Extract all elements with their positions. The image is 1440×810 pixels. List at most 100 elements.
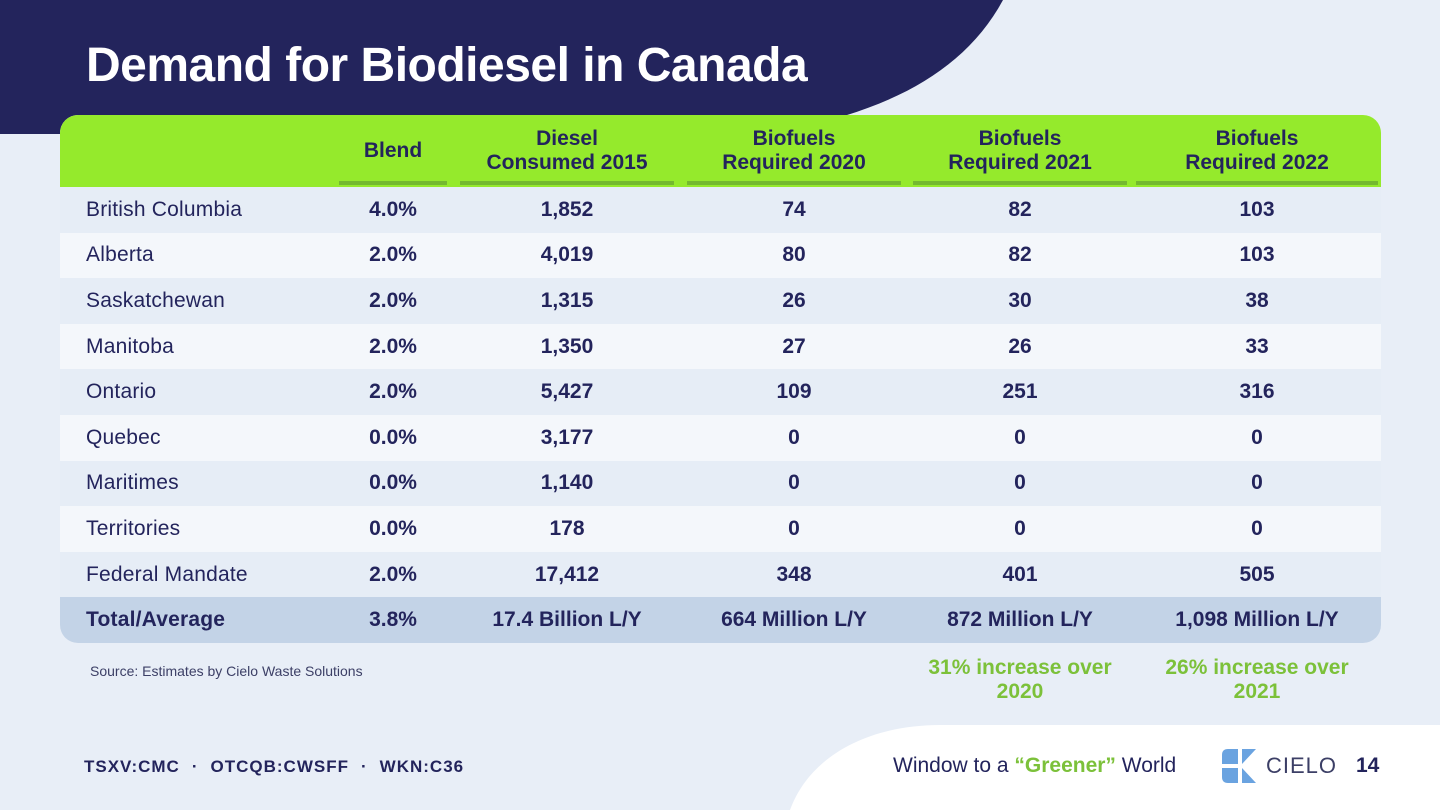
header-biofuels-required-2021: Biofuels Required 2021: [948, 127, 1092, 174]
biofuels-required-2020-cell: 74: [782, 197, 806, 221]
region-name-cell: Ontario: [86, 380, 157, 404]
biofuels-required-2021-cell: 0: [1014, 425, 1026, 449]
diesel-consumed-2015-cell: 4,019: [540, 243, 594, 267]
header-underline: [460, 181, 674, 185]
blend-cell: 2.0%: [369, 334, 417, 358]
blend-cell: 2.0%: [369, 288, 417, 312]
tagline-pre: Window to a: [893, 754, 1015, 777]
diesel-consumed-2015-cell: 1,140: [540, 471, 594, 495]
logo-text: CIELO: [1266, 753, 1338, 778]
navy-header-shape: [0, 0, 1003, 134]
diesel-consumed-2015-cell: 17,412: [534, 562, 600, 586]
region-name-cell: Territories: [86, 516, 181, 540]
blend-cell: 2.0%: [369, 380, 417, 404]
blend-cell: 3.8%: [369, 608, 417, 632]
ticker-otcqb: OTCQB:CWSFF: [210, 757, 349, 776]
diesel-consumed-2015-cell: 17.4 Billion L/Y: [492, 608, 642, 632]
biofuels-required-2020-cell: 26: [782, 288, 806, 312]
table-row: Territories 0.0% 178 0 0 0: [60, 506, 1381, 552]
biofuels-required-2020-cell: 0: [788, 425, 800, 449]
biofuels-required-2021-cell: 82: [1008, 197, 1032, 221]
table-row: Manitoba 2.0% 1,350 27 26 33: [60, 323, 1381, 370]
blend-cell: 0.0%: [369, 425, 417, 449]
ticker-tsxv: TSXV:CMC: [84, 757, 180, 776]
blend-cell: 2.0%: [369, 243, 417, 267]
region-name-cell: British Columbia: [86, 197, 243, 221]
header-underline: [913, 181, 1127, 185]
cielo-logo-icon: [1222, 749, 1256, 783]
biofuels-required-2021-cell: 401: [1002, 562, 1038, 586]
biofuels-required-2022-cell: 0: [1251, 516, 1263, 540]
tagline-post: World: [1115, 754, 1177, 777]
ticker-wkn: WKN:C36: [379, 757, 465, 776]
tagline: Window to a “Greener” World: [893, 754, 1176, 778]
header-underline: [687, 181, 901, 185]
biofuels-required-2022-cell: 33: [1245, 334, 1269, 358]
diesel-consumed-2015-cell: 1,852: [540, 197, 594, 221]
header-biofuels-required-2020: Biofuels Required 2020: [722, 127, 866, 174]
blend-cell: 0.0%: [369, 516, 417, 540]
blend-cell: 0.0%: [369, 471, 417, 495]
table-header: Blend Diesel Consumed 2015 Biofuels Requir…: [60, 115, 1381, 187]
biofuels-required-2020-cell: 27: [782, 334, 806, 358]
biofuels-required-2021-cell: 82: [1008, 243, 1032, 267]
stock-tickers: TSXV:CMC · OTCQB:CWSFF · WKN:C36: [84, 757, 465, 776]
tagline-highlight: “Greener”: [1014, 754, 1116, 777]
table-row: Saskatchewan 2.0% 1,315 26 30 38: [60, 278, 1381, 324]
total-row: Total/Average 3.8% 17.4 Billion L/Y 664 Mil…: [60, 597, 1381, 643]
biofuels-required-2021-cell: 872 Million L/Y: [947, 608, 1093, 632]
region-name-cell: Maritimes: [86, 471, 179, 495]
region-name-cell: Alberta: [86, 243, 154, 267]
biofuels-required-2021-cell: 26: [1008, 334, 1032, 358]
page-title: Demand for Biodiesel in Canada: [86, 39, 808, 92]
region-name-cell: Saskatchewan: [86, 288, 225, 312]
biofuels-required-2022-cell: 38: [1245, 288, 1269, 312]
diesel-consumed-2015-cell: 3,177: [540, 425, 594, 449]
blend-cell: 4.0%: [369, 197, 417, 221]
table-row: Maritimes 0.0% 1,140 0 0 0: [60, 460, 1381, 507]
diesel-consumed-2015-cell: 1,315: [540, 288, 594, 312]
biodiesel-demand-table: Blend Diesel Consumed 2015 Biofuels Requir…: [60, 115, 1381, 643]
biofuels-required-2022-cell: 505: [1239, 562, 1275, 586]
biofuels-required-2022-cell: 103: [1239, 197, 1275, 221]
biofuels-required-2020-cell: 664 Million L/Y: [721, 608, 867, 632]
biofuels-required-2022-cell: 316: [1239, 380, 1275, 404]
blend-cell: 2.0%: [369, 562, 417, 586]
white-footer-shape: [790, 725, 1440, 810]
table-row: Federal Mandate 2.0% 17,412 348 401 505: [60, 551, 1381, 598]
header-biofuels-required-2022: Biofuels Required 2022: [1185, 127, 1329, 174]
header-underline: [1136, 181, 1378, 185]
region-name-cell: Manitoba: [86, 334, 174, 358]
diesel-consumed-2015-cell: 5,427: [540, 380, 594, 404]
biofuels-required-2020-cell: 0: [788, 471, 800, 495]
biofuels-required-2020-cell: 109: [776, 380, 812, 404]
biofuels-required-2021-cell: 251: [1002, 380, 1038, 404]
biofuels-required-2021-cell: 0: [1014, 516, 1026, 540]
cielo-logo: CIELO: [1220, 747, 1337, 785]
increase-2022-note: 26% increase over 2021: [1165, 656, 1349, 703]
table-row: Alberta 2.0% 4,019 80 82 103: [60, 232, 1381, 279]
diesel-consumed-2015-cell: 1,350: [540, 334, 594, 358]
header-diesel-consumed-2015: Diesel Consumed 2015: [486, 127, 648, 174]
region-name-cell: Federal Mandate: [86, 562, 248, 586]
increase-2021-note: 31% increase over 2020: [928, 656, 1112, 703]
header-underline: [339, 181, 447, 185]
page-number: 14: [1356, 754, 1380, 777]
region-name-cell: Quebec: [86, 425, 161, 449]
biofuels-required-2022-cell: 0: [1251, 425, 1263, 449]
biofuels-required-2020-cell: 0: [788, 516, 800, 540]
biofuels-required-2022-cell: 0: [1251, 471, 1263, 495]
header-blend: Blend: [363, 139, 423, 162]
table-row: British Columbia 4.0% 1,852 74 82 103: [60, 187, 1381, 233]
table-row: Quebec 0.0% 3,177 0 0 0: [60, 415, 1381, 461]
region-name-cell: Total/Average: [86, 608, 226, 632]
biofuels-required-2022-cell: 103: [1239, 243, 1275, 267]
diesel-consumed-2015-cell: 178: [549, 516, 585, 540]
biofuels-required-2020-cell: 80: [782, 243, 806, 267]
table-row: Ontario 2.0% 5,427 109 251 316: [60, 369, 1381, 415]
biofuels-required-2021-cell: 30: [1008, 288, 1032, 312]
source-note: Source: Estimates by Cielo Waste Solutio…: [90, 663, 363, 679]
biofuels-required-2022-cell: 1,098 Million L/Y: [1175, 608, 1339, 632]
biofuels-required-2020-cell: 348: [776, 562, 812, 586]
biofuels-required-2021-cell: 0: [1014, 471, 1026, 495]
